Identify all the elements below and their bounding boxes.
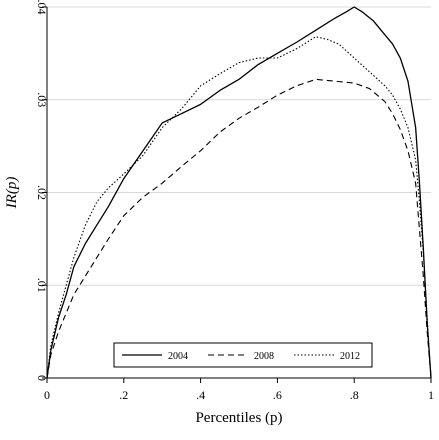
legend: 2004 2008 2012 [113,342,373,368]
gridlines [47,6,431,286]
legend-label-2008: 2008 [254,351,274,362]
y-tick-label: 0 [35,375,49,381]
legend-label-2004: 2004 [168,351,188,362]
y-tick-label: .03 [35,92,49,107]
x-tick-label: .8 [350,388,359,402]
y-tick-label: .04 [35,0,49,15]
legend-label-2012: 2012 [340,351,360,362]
y-tick-label: .02 [35,185,49,200]
y-tick-label: .01 [35,278,49,293]
series-line-2004 [46,6,432,379]
series-line-2008 [46,78,432,379]
x-tick-label: 0 [44,388,50,402]
x-tick-label: 1 [428,388,434,402]
series-lines [46,6,432,379]
x-tick-label: .4 [196,388,205,402]
x-axis-title: Percentiles (p) [195,410,282,426]
y-axis-title: IR(p) [4,177,20,210]
x-tick-label: .2 [119,388,128,402]
x-tick-label: .6 [273,388,282,402]
axes: 0 .01 .02 .03 .04 0 .2 .4 .6 .8 1 [35,0,434,402]
series-line-2012 [46,36,432,379]
